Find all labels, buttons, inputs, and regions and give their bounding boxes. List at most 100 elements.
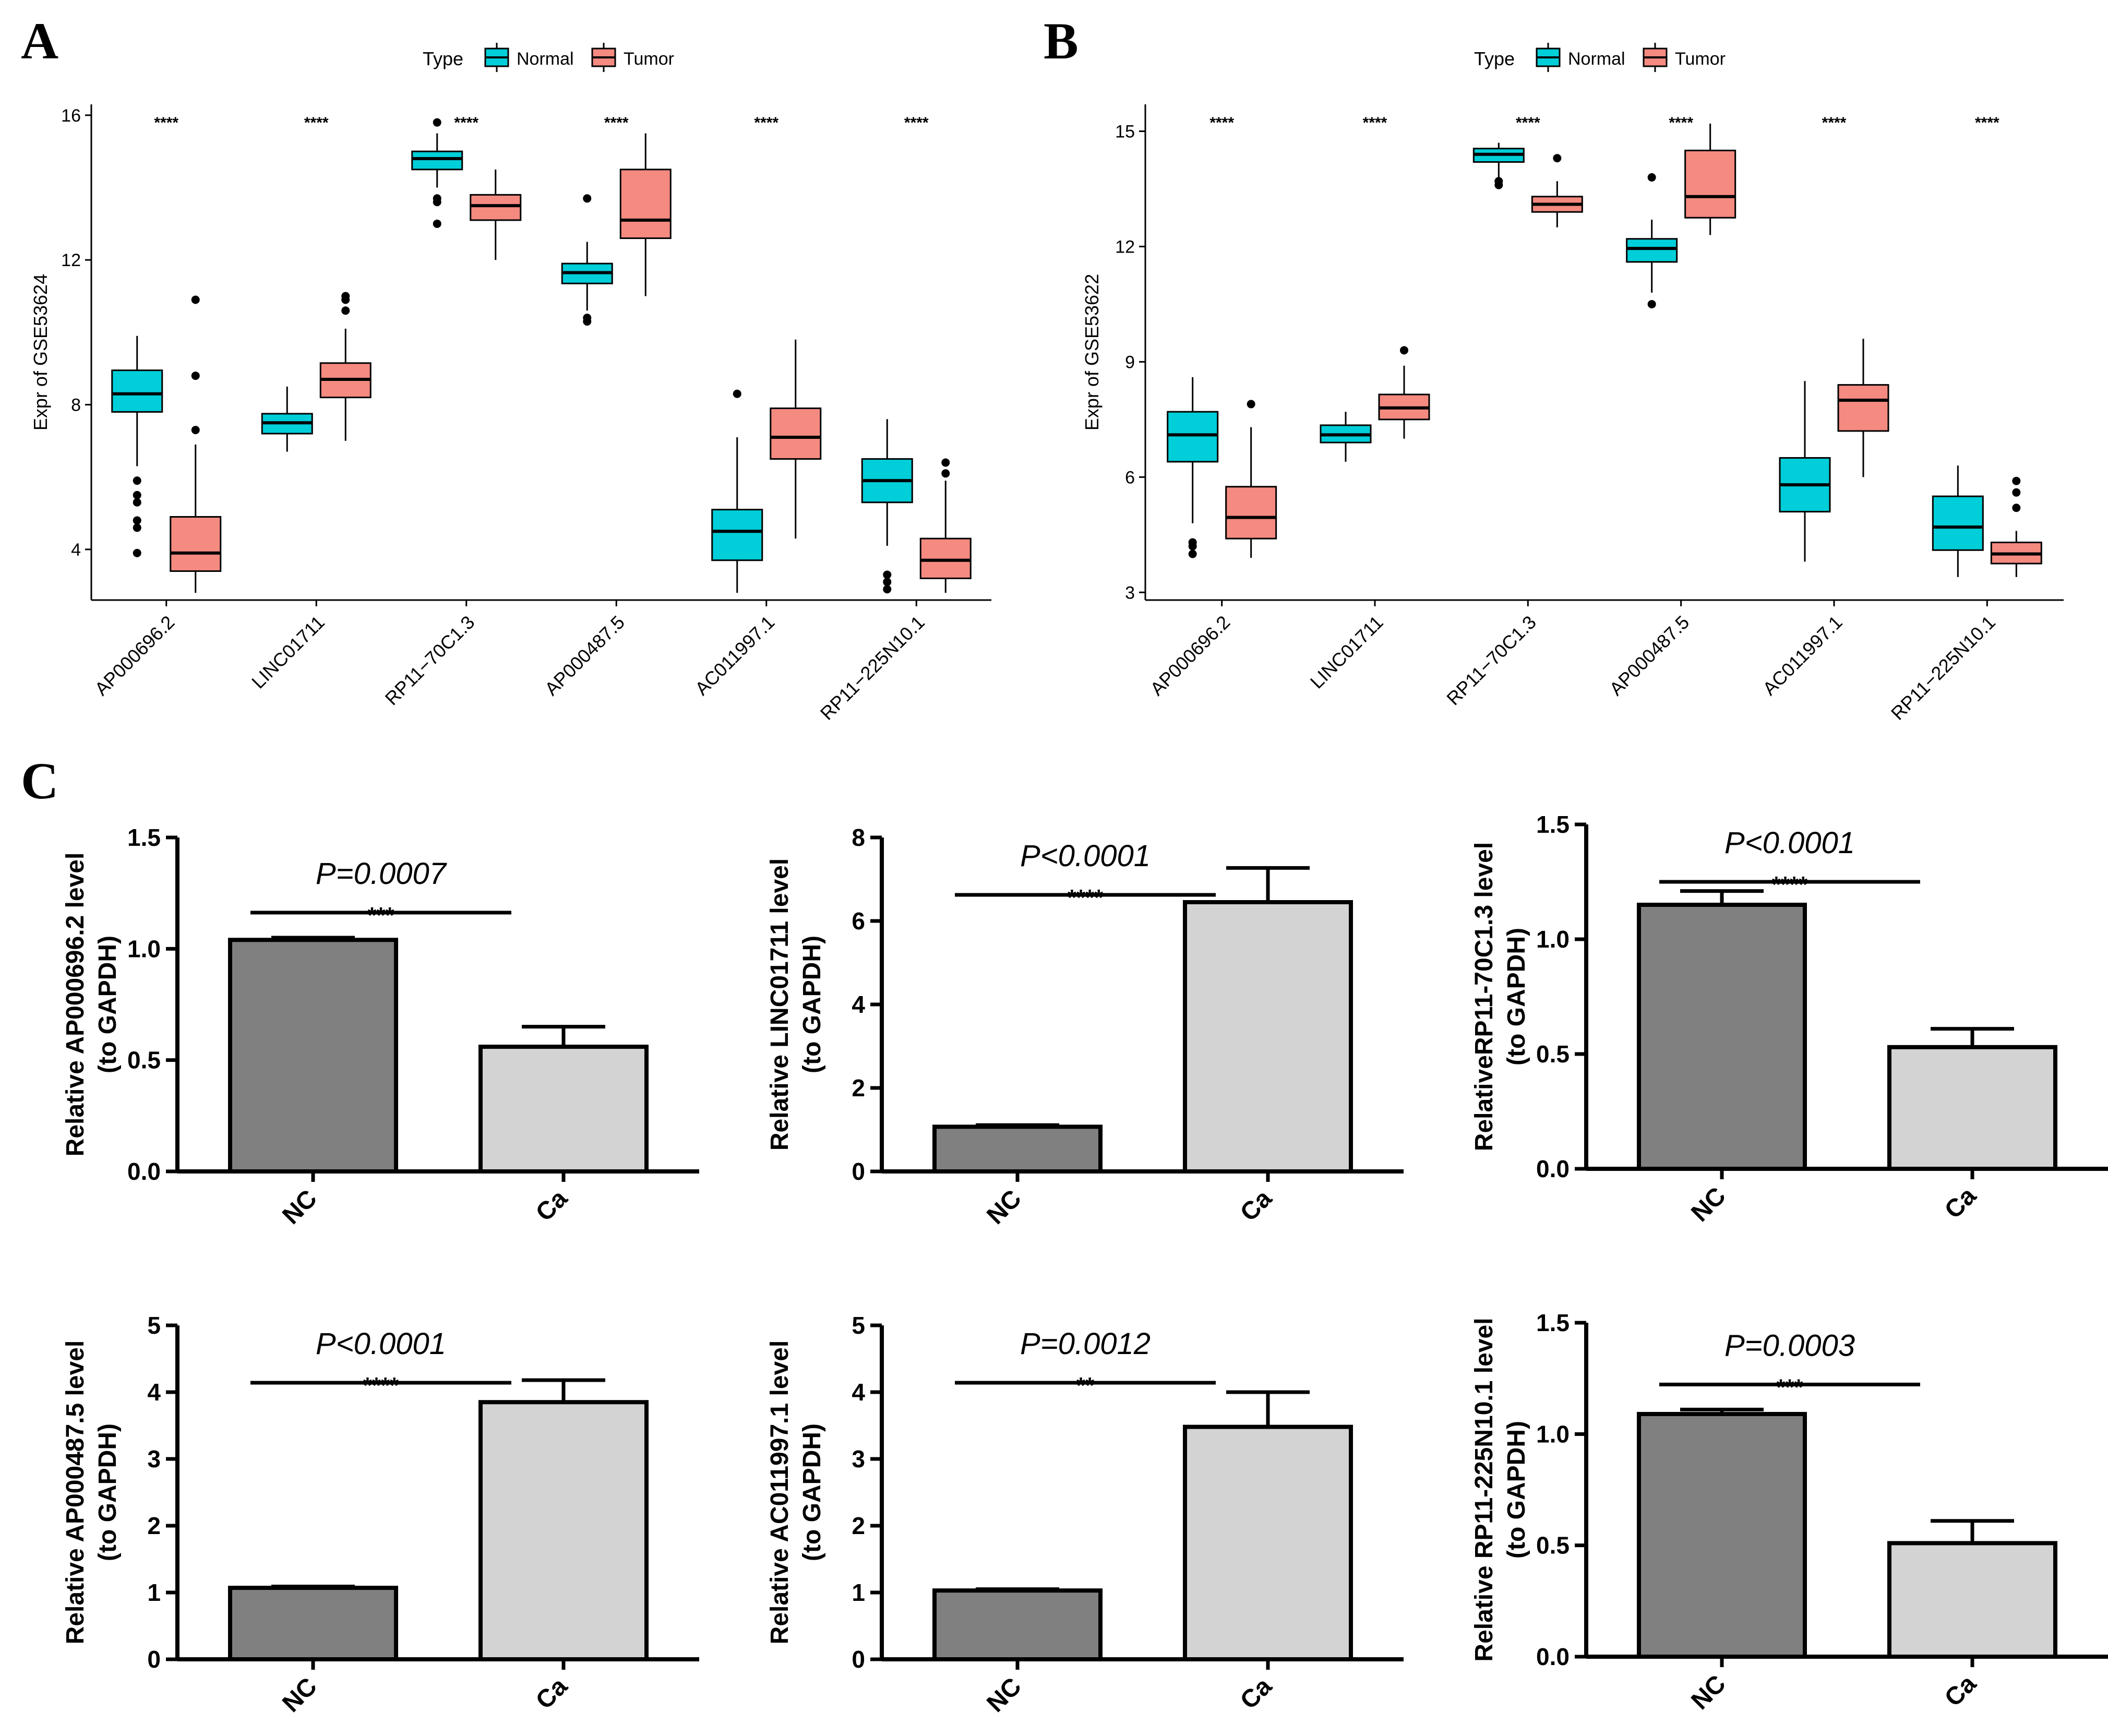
- boxplot-panel-b: Type Normal Tumor 3 6 9 12 15 Expr of GSE53622 AP…: [1081, 43, 2064, 724]
- y-axis-subtitle: (to GAPDH): [1503, 1421, 1530, 1559]
- y-tick-label: 0.5: [1536, 1532, 1570, 1559]
- y-axis-title: Relative LINC01711 level: [766, 858, 794, 1151]
- bar-nc: [228, 1586, 398, 1662]
- y-tick-label: 3: [852, 1445, 865, 1472]
- outlier-point-normal: [433, 118, 441, 127]
- y-tick-label: 4: [147, 1379, 161, 1406]
- box-normal: [1167, 411, 1219, 463]
- y-tick-label: 0: [852, 1646, 865, 1673]
- x-tick-label: RP11−70C1.3: [1442, 612, 1540, 710]
- outlier-point-normal: [133, 523, 141, 532]
- y-tick-label: 2: [147, 1512, 161, 1539]
- y-tick-label: 0.5: [1536, 1040, 1570, 1068]
- outlier-point-normal: [583, 194, 592, 203]
- bar-nc: [1637, 1411, 1807, 1659]
- y-axis-subtitle: (to GAPDH): [798, 1423, 826, 1561]
- outlier-point-tumor: [2012, 476, 2021, 485]
- bar-ca: [1887, 1541, 2057, 1659]
- p-value-label: P=0.0007: [316, 857, 448, 891]
- legend-entry-tumor: Tumor: [624, 49, 674, 69]
- outlier-point-normal: [433, 219, 441, 228]
- y-axis-subtitle: (to GAPDH): [1503, 928, 1530, 1065]
- bar-panels-c: 0.0 0.5 1.0 1.5 Relative AP000696.2 level (to…: [62, 811, 2108, 1718]
- outlier-point-normal: [133, 548, 141, 557]
- significance-stars: ****: [754, 114, 778, 131]
- box-normal: [411, 150, 463, 171]
- bar-panel-c5: 0 1 2 3 4 5 Relative AC011997.1 level (to GAPDH…: [766, 1312, 1404, 1718]
- outlier-point-normal: [883, 570, 892, 579]
- bar-nc: [932, 1588, 1103, 1661]
- y-tick-label: 6: [1125, 468, 1135, 487]
- significance-stars: ****: [1975, 114, 1999, 131]
- y-axis-title: Relative AP000487.5 level: [62, 1340, 89, 1645]
- bar-ca: [1183, 1424, 1353, 1662]
- y-tick-label: 16: [61, 106, 81, 126]
- p-value-label: P<0.0001: [1020, 839, 1151, 873]
- significance-stars: ****: [1669, 114, 1693, 131]
- outlier-point-tumor: [2012, 504, 2021, 512]
- bar-ca: [478, 1045, 649, 1174]
- y-tick-label: 6: [852, 907, 865, 935]
- outlier-point-tumor: [191, 372, 200, 380]
- y-tick-label: 0.0: [127, 1158, 161, 1185]
- boxplot-panel-a: Type Normal Tumor 4 8 12 16 Expr of GSE53624 AP0…: [30, 43, 991, 724]
- outlier-point-tumor: [2012, 488, 2021, 497]
- y-tick-label: 0: [147, 1646, 161, 1673]
- y-axis-title: RelativeRP11-70C1.3 level: [1470, 842, 1498, 1151]
- outlier-point-normal: [1188, 549, 1197, 558]
- box-tumor: [1225, 486, 1277, 540]
- p-value-label: P<0.0001: [316, 1327, 446, 1361]
- bar-panel-c3: 0.0 0.5 1.0 1.5 RelativeRP11-70C1.3 level (to…: [1470, 811, 2108, 1227]
- p-value-label: P=0.0012: [1020, 1327, 1151, 1361]
- y-tick-label: 3: [147, 1445, 161, 1472]
- bar-nc: [1637, 903, 1807, 1171]
- x-tick-label: NC: [981, 1184, 1026, 1229]
- significance-stars: ****: [1363, 114, 1387, 131]
- x-tick-label: AP000487.5: [1605, 612, 1693, 700]
- bar-panel-c2: 0 2 4 6 8 Relative LINC01711 level (to GAPDH) N…: [766, 824, 1404, 1230]
- outlier-point-normal: [133, 516, 141, 525]
- y-tick-label: 12: [1115, 237, 1135, 257]
- y-tick-label: 1.0: [1536, 926, 1570, 953]
- y-tick-label: 12: [61, 250, 81, 270]
- y-axis-subtitle: (to GAPDH): [798, 936, 826, 1073]
- y-tick-label: 1.0: [1536, 1420, 1570, 1447]
- x-tick-label: LINC01711: [1306, 612, 1387, 693]
- legend-entry-normal: Normal: [517, 49, 574, 69]
- significance-stars: ****: [904, 114, 929, 131]
- y-tick-label: 15: [1115, 122, 1135, 142]
- x-tick-label: NC: [1686, 1670, 1731, 1715]
- x-tick-label: AP000487.5: [541, 612, 629, 700]
- significance-stars: ****: [1772, 872, 1808, 897]
- y-tick-label: 4: [852, 1379, 865, 1406]
- legend-title: Type: [1474, 48, 1515, 69]
- y-axis-title: Expr of GSE53622: [1081, 274, 1103, 430]
- y-tick-label: 4: [71, 540, 81, 560]
- y-tick-label: 1.5: [1536, 811, 1570, 838]
- y-tick-label: 8: [852, 824, 865, 851]
- box-normal: [1932, 495, 1984, 551]
- y-tick-label: 1: [852, 1579, 865, 1606]
- outlier-point-normal: [883, 578, 892, 586]
- significance-stars: ***: [367, 903, 394, 928]
- x-tick-label: RP11−225N10.1: [1887, 612, 1999, 724]
- outlier-point-normal: [1188, 542, 1197, 550]
- outlier-point-normal: [733, 389, 741, 398]
- box-normal: [711, 509, 763, 561]
- bar-panel-c6: 0.0 0.5 1.0 1.5 Relative RP11-225N10.1 level…: [1470, 1309, 2108, 1715]
- outlier-point-normal: [583, 317, 592, 326]
- x-tick-label: Ca: [1235, 1672, 1277, 1715]
- box-tumor: [170, 516, 222, 572]
- y-axis-title: Relative AP000696.2 level: [62, 853, 89, 1157]
- y-tick-label: 2: [852, 1512, 865, 1539]
- y-tick-label: 1.5: [127, 824, 161, 851]
- bar-ca: [478, 1400, 649, 1661]
- panel-label-c: C: [21, 752, 58, 810]
- y-tick-label: 8: [71, 396, 81, 415]
- y-tick-label: 1: [147, 1579, 161, 1606]
- significance-stars: ****: [1822, 114, 1847, 131]
- x-tick-label: Ca: [1235, 1184, 1277, 1227]
- y-tick-label: 1.0: [127, 935, 161, 962]
- outlier-point-tumor: [191, 426, 200, 435]
